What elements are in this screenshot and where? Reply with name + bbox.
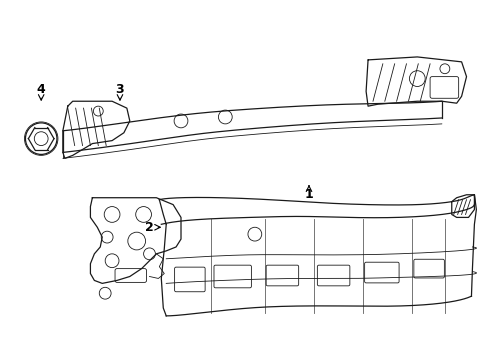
Text: 1: 1 <box>305 188 314 201</box>
Text: 3: 3 <box>116 83 124 96</box>
Text: 2: 2 <box>145 221 154 234</box>
Text: 4: 4 <box>37 83 46 96</box>
